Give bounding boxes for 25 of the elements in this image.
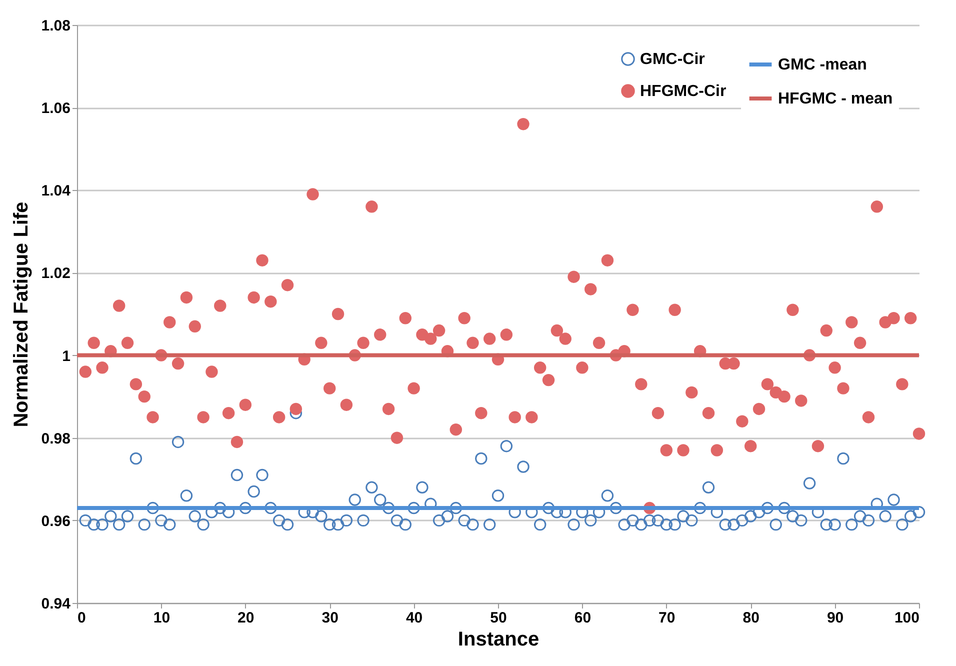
y-axis-title: Normalized Fatigue Life <box>10 202 32 428</box>
y-tick-label: 1.08 <box>41 18 70 34</box>
x-tick-label: 90 <box>826 610 844 626</box>
y-tick-label: 1 <box>62 348 70 365</box>
x-tick-label: 70 <box>658 610 676 626</box>
y-tick-label: 1.04 <box>41 182 72 200</box>
y-tick-label: 0.98 <box>41 430 70 448</box>
legend-label: GMC-Cir <box>640 51 705 68</box>
x-tick-label: 10 <box>153 610 170 626</box>
x-tick-label: 100 <box>894 610 920 626</box>
x-axis-title: Instance <box>458 628 540 650</box>
x-tick-label: 0 <box>78 610 86 626</box>
x-tick-label: 30 <box>322 610 338 626</box>
legend-label: GMC -mean <box>778 56 867 74</box>
y-tick-label: 1.06 <box>41 100 70 118</box>
y-tick-label: 0.94 <box>41 596 72 612</box>
x-tick-label: 60 <box>574 610 592 626</box>
y-tick-label: 0.96 <box>41 512 70 530</box>
x-tick-label: 20 <box>238 610 254 626</box>
legend-label: HFGMC - mean <box>778 90 893 108</box>
legend-label: HFGMC-Cir <box>640 83 726 100</box>
y-tick-label: 1.02 <box>41 265 70 282</box>
x-tick-label: 50 <box>490 610 507 626</box>
x-tick-label: 80 <box>742 610 760 626</box>
x-tick-label: 40 <box>406 610 423 626</box>
